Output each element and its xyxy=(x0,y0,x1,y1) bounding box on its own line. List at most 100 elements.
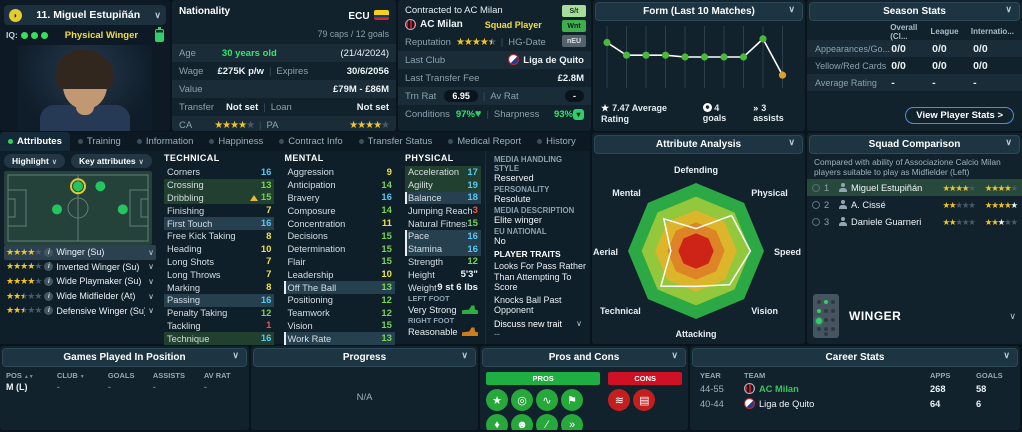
form-match-point[interactable] xyxy=(642,51,650,59)
collapse-chevron-icon[interactable]: ∨ xyxy=(671,350,678,360)
club-name[interactable]: AC Milan xyxy=(420,19,463,30)
role-row-wide-playmaker-su-[interactable]: ★★★★★ i Wide Playmaker (Su) ∨ xyxy=(4,274,156,289)
collapse-chevron-icon[interactable]: ∨ xyxy=(1003,350,1010,360)
highlight-dropdown[interactable]: Highlight ∨ xyxy=(4,154,65,168)
season-stats-table: Overall (Cl... League Internatio... Appeara… xyxy=(807,23,1022,91)
key-attributes-dropdown[interactable]: Key attributes ∨ xyxy=(70,154,152,168)
attribute-name: Jumping Reach xyxy=(407,205,473,216)
tab-happiness[interactable]: Happiness xyxy=(201,132,271,151)
squad-player-name[interactable]: A. Cissé xyxy=(851,199,886,210)
games-table-row[interactable]: M (L) - - - - xyxy=(6,382,207,392)
squad-comparison-row[interactable]: 3 Daniele Guarneri ★★★★★ ★★★★★ xyxy=(807,213,1022,230)
selected-position-dot[interactable] xyxy=(73,181,83,192)
season-col-header: Overall (Cl... xyxy=(890,22,918,41)
form-match-point[interactable] xyxy=(700,53,709,61)
player-name: 11. Miguel Estupiñán xyxy=(36,9,141,21)
form-match-point[interactable] xyxy=(603,38,611,47)
info-icon[interactable]: i xyxy=(44,291,54,301)
height-value: 5'3" xyxy=(460,269,478,281)
form-match-point[interactable] xyxy=(759,35,767,43)
attribute-value: 15 xyxy=(381,256,392,268)
collapse-chevron-icon[interactable]: ∨ xyxy=(1005,137,1012,147)
season-col-header: Internatio... xyxy=(970,27,1014,36)
star-icon: ★ xyxy=(455,36,465,48)
attribute-name: Long Shots xyxy=(167,256,215,267)
career-team[interactable]: Liga de Quito xyxy=(744,398,930,409)
tab-dot-icon xyxy=(358,139,364,144)
squad-player-name[interactable]: Daniele Guarneri xyxy=(851,216,922,227)
collapse-chevron-icon[interactable]: ∨ xyxy=(232,350,239,360)
player-traits-label: PLAYER TRAITS xyxy=(493,249,561,259)
tab-history[interactable]: History xyxy=(529,132,584,151)
tab-training[interactable]: Training xyxy=(70,132,129,151)
attribute-name: Determination xyxy=(287,244,346,255)
attribute-row: Vision 15 xyxy=(284,320,394,333)
attribute-value: 7 xyxy=(266,256,272,268)
form-match-point[interactable] xyxy=(661,51,670,59)
squad-player-name[interactable]: Miguel Estupiñán xyxy=(851,182,923,193)
position-dot[interactable] xyxy=(95,181,106,192)
role-row-winger-su-[interactable]: ★★★★★ i Winger (Su) ∨ xyxy=(4,245,156,260)
attribute-row: Corners 16 xyxy=(164,166,274,179)
discuss-new-trait-button[interactable]: Discuss new trait ∨ xyxy=(494,319,586,329)
role-selector[interactable]: WINGER ∨ xyxy=(813,294,1016,338)
radio-icon[interactable] xyxy=(812,217,820,226)
role-row-inverted-winger-su-[interactable]: ★★★★★ i Inverted Winger (Su) ∨ xyxy=(4,260,156,275)
form-match-point[interactable] xyxy=(739,53,748,61)
right-boot-icon xyxy=(461,327,478,337)
star-icon: ★ xyxy=(13,275,21,286)
player-traits-list: Looks For Pass Rather Than Attempting To… xyxy=(494,261,586,316)
form-match-point[interactable] xyxy=(720,53,728,61)
tab-medical-report[interactable]: Medical Report xyxy=(440,132,529,151)
tab-contract-info[interactable]: Contract Info xyxy=(271,132,350,151)
star-icon: ★ xyxy=(13,305,21,316)
info-icon[interactable]: i xyxy=(44,276,54,286)
attribute-row: Composure 14 xyxy=(284,204,394,217)
form-match-point[interactable] xyxy=(681,53,689,61)
squad-comparison-row[interactable]: 2 A. Cissé ★★★★★ ★★★★★ xyxy=(807,196,1022,213)
info-icon[interactable]: i xyxy=(44,247,54,257)
attribute-row: Crossing 13 xyxy=(164,178,275,192)
collapse-chevron-icon[interactable]: ∨ xyxy=(788,4,795,14)
sort-club-column[interactable]: CLUB ▼ xyxy=(56,371,85,380)
tab-transfer-status[interactable]: Transfer Status xyxy=(351,132,441,151)
tab-attributes[interactable]: Attributes xyxy=(0,132,70,151)
radio-icon[interactable] xyxy=(812,200,820,209)
radio-icon[interactable] xyxy=(812,183,820,192)
player-face-icon xyxy=(838,217,847,226)
attribute-value: 3 xyxy=(472,205,478,217)
star-icon: ★ xyxy=(381,119,390,131)
season-stat-value: - xyxy=(973,76,977,89)
star-icon: ★ xyxy=(238,119,247,131)
tab-label: Contract Info xyxy=(288,136,343,147)
collapse-chevron-icon[interactable]: ∨ xyxy=(1005,4,1012,14)
career-team[interactable]: AC Milan xyxy=(744,383,930,394)
star-icon: ★ xyxy=(942,216,950,227)
form-match-point[interactable] xyxy=(622,51,631,59)
chevron-down-icon: ∨ xyxy=(148,291,154,301)
attribute-value: 16 xyxy=(260,333,272,345)
mental-header: MENTAL xyxy=(284,153,324,163)
role-stars: ★★★★★ xyxy=(6,305,42,316)
season-stats-header: Season Stats ∨ xyxy=(809,2,1020,21)
star-icon: ★ xyxy=(968,199,976,210)
sort-pos-column[interactable]: POS ▲▼ xyxy=(6,371,34,380)
position-dot[interactable] xyxy=(117,204,128,215)
collapse-chevron-icon[interactable]: ∨ xyxy=(788,137,795,147)
position-dot[interactable] xyxy=(52,204,62,215)
training-rating-value: 6.95 xyxy=(444,90,478,102)
info-icon[interactable]: i xyxy=(44,306,54,316)
tab-information[interactable]: Information xyxy=(129,132,202,151)
collapse-chevron-icon[interactable]: ∨ xyxy=(461,350,468,360)
form-match-point[interactable] xyxy=(778,71,787,79)
last-club-value[interactable]: Liga de Quito xyxy=(523,55,584,66)
info-icon[interactable]: i xyxy=(44,262,54,272)
chevron-down-icon[interactable]: ∨ xyxy=(154,9,161,20)
star-icon: ★ xyxy=(6,261,14,272)
view-player-stats-button[interactable]: View Player Stats > xyxy=(905,107,1014,124)
squad-comparison-row[interactable]: 1 Miguel Estupiñán ★★★★★ ★★★★★ xyxy=(807,179,1022,196)
age-value: 30 years old xyxy=(221,47,277,59)
attribute-row: Tackling 1 xyxy=(164,320,274,333)
